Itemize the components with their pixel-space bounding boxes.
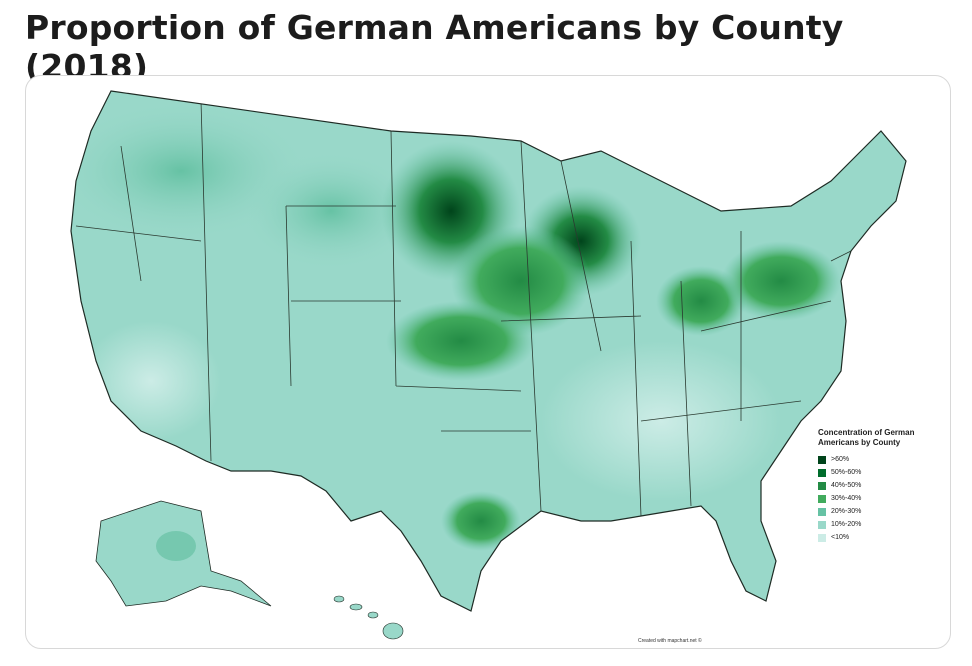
legend-label: 50%-60% [831,469,862,476]
legend-item: 20%-30% [818,505,928,518]
map [70,90,907,640]
legend-item: 30%-40% [818,492,928,505]
legend-title: Concentration of German Americans by Cou… [818,428,915,447]
legend: Concentration of German Americans by Cou… [818,428,928,544]
legend-label: 40%-50% [831,482,862,489]
legend-label: 10%-20% [831,521,862,528]
legend-label: <10% [831,534,850,541]
legend-item: 40%-50% [818,479,928,492]
legend-swatch [818,481,826,490]
legend-items: >60% 50%-60% 40%-50% 30%-40% 20%-30% 10%-20% <… [818,453,928,544]
legend-swatch [818,455,826,464]
legend-swatch [818,507,826,516]
legend-swatch [818,520,826,529]
legend-item: >60% [818,453,928,466]
state-borders [75,100,852,517]
legend-swatch [818,468,826,477]
credit: Created with mapchart.net © [638,638,702,644]
legend-swatch [818,533,826,542]
page-title: Proportion of German Americans by County… [25,8,844,86]
legend-item: <10% [818,531,928,544]
legend-label: 30%-40% [831,495,862,502]
hawaii [333,595,404,640]
legend-swatch [818,494,826,503]
legend-label: 20%-30% [831,508,862,515]
legend-item: 50%-60% [818,466,928,479]
map-card: Concentration of German Americans by Cou… [25,75,951,649]
legend-label: >60% [831,456,850,463]
legend-item: 10%-20% [818,518,928,531]
